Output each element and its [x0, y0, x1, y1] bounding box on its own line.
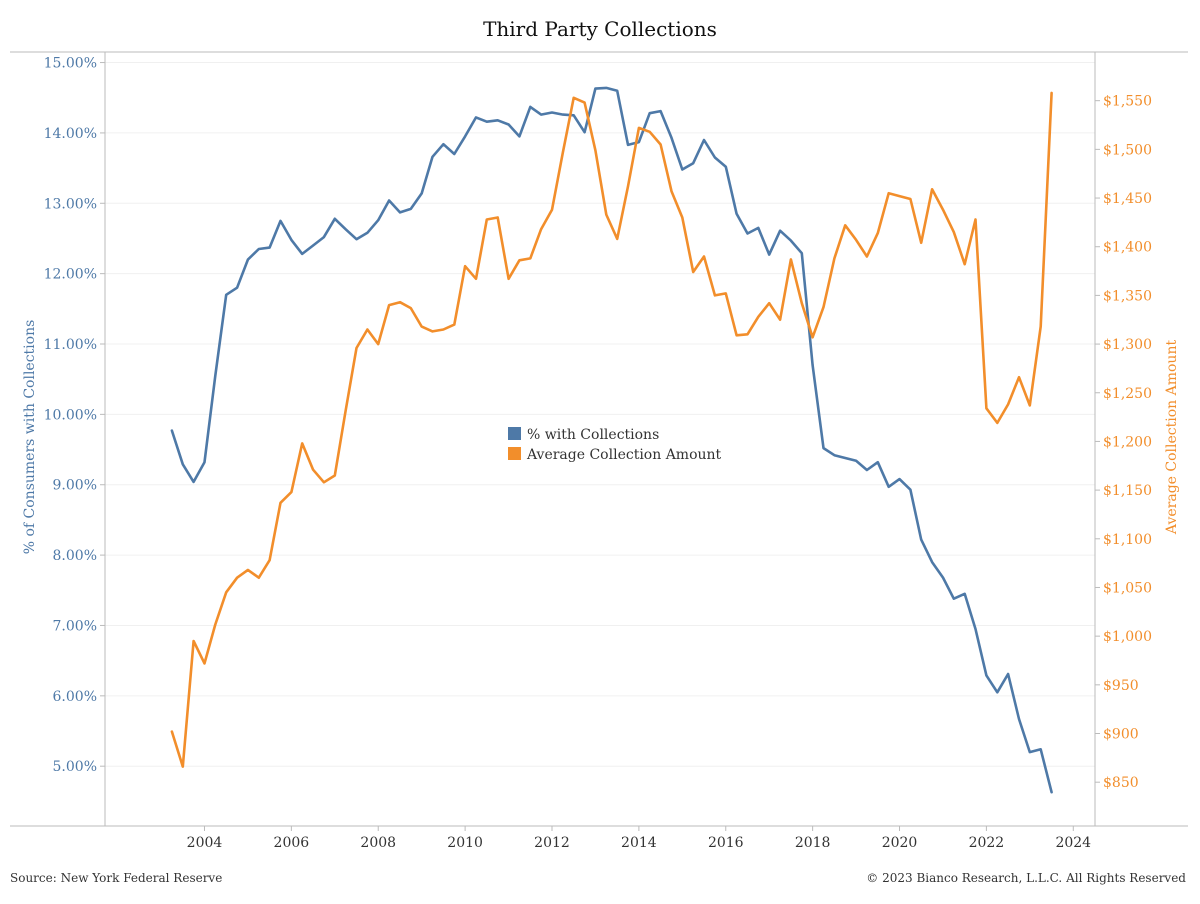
legend: % with Collections Average Collection Am…: [508, 427, 722, 463]
legend-swatch-collections-pct: [508, 427, 521, 440]
series-line-collections-pct: [170, 86, 1053, 794]
x-tick-label: 2016: [708, 835, 744, 851]
right-tick-label: $1,200: [1103, 434, 1152, 450]
right-y-ticks: $850 $900 $950 $1,000 $1,050 $1,100 $1,150 $1,2…: [1095, 94, 1152, 791]
series-line-avg-amount: [170, 91, 1053, 768]
left-tick-label: 8.00%: [53, 548, 97, 564]
right-tick-label: $1,500: [1103, 142, 1152, 158]
right-tick-label: $1,550: [1103, 94, 1152, 110]
right-tick-label: $850: [1103, 775, 1139, 791]
left-tick-label: 11.00%: [44, 337, 97, 353]
left-tick-label: 7.00%: [53, 618, 97, 634]
x-tick-label: 2024: [1055, 835, 1091, 851]
x-tick-label: 2006: [274, 835, 310, 851]
x-tick-label: 2008: [360, 835, 396, 851]
right-y-axis-title: Average Collection Amount: [1164, 340, 1180, 536]
left-tick-label: 13.00%: [44, 196, 97, 212]
copyright-note: © 2023 Bianco Research, L.L.C. All Right…: [866, 871, 1186, 885]
right-tick-label: $1,050: [1103, 580, 1152, 596]
right-tick-label: $1,150: [1103, 483, 1152, 499]
left-tick-label: 6.00%: [53, 689, 97, 705]
chart-title: Third Party Collections: [483, 17, 717, 41]
left-tick-label: 14.00%: [44, 126, 97, 142]
right-tick-label: $1,350: [1103, 288, 1152, 304]
x-tick-label: 2004: [187, 835, 223, 851]
right-tick-label: $1,400: [1103, 240, 1152, 256]
legend-label-collections-pct: % with Collections: [527, 427, 659, 443]
left-tick-label: 5.00%: [53, 759, 97, 775]
right-tick-label: $1,450: [1103, 191, 1152, 207]
x-tick-label: 2020: [882, 835, 918, 851]
x-tick-label: 2018: [795, 835, 831, 851]
right-tick-label: $900: [1103, 727, 1139, 743]
right-tick-label: $1,250: [1103, 386, 1152, 402]
left-y-axis-title: % of Consumers with Collections: [22, 320, 38, 555]
left-y-ticks: 5.00% 6.00% 7.00% 8.00% 9.00% 10.00% 11.00% 12.…: [44, 56, 105, 775]
legend-swatch-avg-amount: [508, 447, 521, 460]
axes: [10, 51, 1188, 827]
legend-label-avg-amount: Average Collection Amount: [526, 447, 722, 463]
right-tick-label: $1,100: [1103, 532, 1152, 548]
series: [170, 86, 1053, 794]
left-tick-label: 15.00%: [44, 56, 97, 72]
left-tick-label: 12.00%: [44, 267, 97, 283]
grid: [105, 62, 1095, 767]
left-tick-label: 9.00%: [53, 478, 97, 494]
x-tick-label: 2014: [621, 835, 657, 851]
right-tick-label: $950: [1103, 678, 1139, 694]
x-tick-label: 2022: [969, 835, 1005, 851]
left-tick-label: 10.00%: [44, 407, 97, 423]
x-tick-label: 2012: [534, 835, 570, 851]
right-tick-label: $1,000: [1103, 629, 1152, 645]
source-note: Source: New York Federal Reserve: [10, 871, 222, 885]
x-ticks: 2004 2006 2008 2010 2012 2014 2016 2018 2020 2022…: [187, 826, 1091, 851]
right-tick-label: $1,300: [1103, 337, 1152, 353]
x-tick-label: 2010: [447, 835, 483, 851]
